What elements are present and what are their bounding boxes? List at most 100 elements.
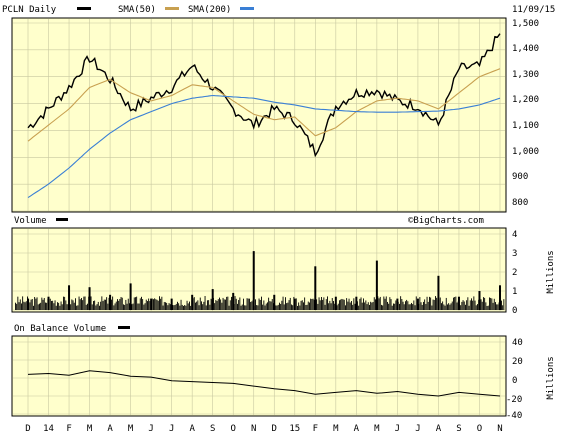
volume-bar-daily bbox=[263, 300, 265, 310]
x-tick-label: A bbox=[189, 424, 195, 434]
volume-bar-daily bbox=[481, 301, 483, 310]
volume-bar-daily bbox=[103, 299, 105, 310]
volume-bar-daily bbox=[205, 305, 207, 310]
volume-bar-daily bbox=[199, 297, 201, 310]
volume-bar-daily bbox=[179, 305, 181, 310]
volume-bar-daily bbox=[295, 298, 297, 310]
volume-bar-daily bbox=[15, 302, 16, 310]
volume-tick: 3 bbox=[512, 249, 517, 259]
volume-bar-daily bbox=[363, 298, 364, 310]
volume-bar-daily bbox=[219, 297, 220, 310]
volume-bar-daily bbox=[240, 305, 242, 310]
volume-bar-daily bbox=[118, 300, 120, 310]
volume-bar-daily bbox=[209, 304, 211, 310]
volume-bar-daily bbox=[420, 302, 422, 310]
obv-tick: 0 bbox=[512, 376, 517, 386]
volume-tick: 0 bbox=[512, 306, 517, 316]
volume-bar-daily bbox=[403, 304, 405, 310]
volume-bar-daily bbox=[29, 302, 31, 310]
volume-bar-daily bbox=[371, 302, 373, 310]
volume-bar bbox=[499, 285, 501, 310]
volume-bar-daily bbox=[131, 304, 133, 310]
sma200-line bbox=[27, 94, 501, 199]
volume-bar bbox=[478, 291, 481, 310]
volume-bar-daily bbox=[154, 298, 156, 310]
x-tick-label: J bbox=[148, 424, 153, 434]
volume-bar-daily bbox=[301, 300, 303, 310]
volume-bar-daily bbox=[336, 305, 338, 310]
volume-bar-daily bbox=[477, 304, 478, 310]
volume-bar-daily bbox=[390, 299, 392, 310]
volume-bar-daily bbox=[237, 303, 238, 310]
volume-bar-daily bbox=[389, 297, 391, 310]
volume-bar-daily bbox=[49, 298, 51, 310]
volume-bar-daily bbox=[192, 298, 194, 310]
volume-bar-daily bbox=[201, 301, 202, 310]
volume-bar-daily bbox=[16, 303, 18, 310]
volume-bar-daily bbox=[400, 296, 402, 310]
volume-bar-daily bbox=[196, 301, 198, 310]
volume-bar-daily bbox=[411, 302, 412, 310]
obv-panel bbox=[11, 335, 507, 417]
volume-bar-daily bbox=[377, 296, 379, 310]
volume-bar-daily bbox=[305, 304, 307, 310]
volume-bar-daily bbox=[379, 296, 381, 310]
volume-bar-daily bbox=[397, 301, 399, 310]
volume-bar-daily bbox=[503, 299, 505, 310]
volume-bar-daily bbox=[421, 304, 423, 310]
volume-bar-daily bbox=[369, 304, 370, 310]
volume-bar-daily bbox=[489, 297, 490, 310]
volume-bar-daily bbox=[259, 299, 261, 310]
volume-tick: 2 bbox=[512, 268, 517, 278]
volume-bar-daily bbox=[21, 303, 22, 310]
volume-bar-daily bbox=[407, 301, 409, 310]
volume-bar-daily bbox=[163, 301, 165, 310]
volume-bar-daily bbox=[435, 296, 436, 310]
volume-bar-daily bbox=[456, 302, 458, 310]
volume-bar-daily bbox=[463, 301, 465, 310]
volume-bar-daily bbox=[409, 304, 411, 310]
volume-bar-daily bbox=[300, 300, 302, 310]
price-panel bbox=[11, 17, 507, 213]
volume-bar-daily bbox=[165, 302, 166, 310]
volume-bar-daily bbox=[245, 305, 247, 310]
volume-bar-daily bbox=[127, 298, 129, 310]
volume-bar-daily bbox=[330, 303, 332, 310]
volume-bar-daily bbox=[210, 298, 212, 310]
volume-bar-daily bbox=[492, 302, 494, 310]
volume-bar-daily bbox=[384, 298, 386, 310]
x-tick-label: F bbox=[66, 424, 71, 434]
volume-bar-daily bbox=[243, 298, 244, 310]
volume-bar-daily bbox=[490, 297, 492, 310]
volume-bar-daily bbox=[274, 303, 276, 310]
volume-bar-daily bbox=[151, 298, 153, 310]
sma50-label: SMA(50) bbox=[118, 5, 156, 15]
volume-bar bbox=[232, 292, 235, 310]
volume-bar-daily bbox=[177, 301, 178, 310]
volume-bar-daily bbox=[97, 301, 99, 310]
volume-bar-daily bbox=[367, 302, 369, 310]
volume-bar-daily bbox=[28, 298, 30, 310]
volume-bar-daily bbox=[412, 304, 414, 310]
volume-bar-daily bbox=[414, 305, 416, 310]
volume-bar-daily bbox=[348, 298, 350, 310]
volume-bar-daily bbox=[475, 305, 477, 310]
volume-bar-daily bbox=[169, 304, 171, 310]
volume-bar-daily bbox=[155, 299, 157, 310]
volume-bar-daily bbox=[162, 305, 164, 310]
volume-bar-daily bbox=[79, 299, 81, 310]
volume-bar-daily bbox=[93, 301, 94, 310]
volume-bar-daily bbox=[349, 302, 351, 310]
ticker-label: PCLN Daily bbox=[2, 5, 57, 15]
volume-bar-daily bbox=[343, 299, 345, 310]
volume-bar-daily bbox=[197, 300, 199, 310]
volume-bar-daily bbox=[234, 296, 236, 310]
volume-bar-daily bbox=[221, 302, 223, 310]
volume-bar-daily bbox=[351, 301, 352, 310]
volume-bar-daily bbox=[33, 305, 34, 310]
volume-bar-daily bbox=[157, 300, 159, 310]
volume-bar-daily bbox=[211, 299, 213, 310]
x-tick-label: S bbox=[456, 424, 461, 434]
volume-bar-daily bbox=[78, 296, 80, 310]
volume-bar-daily bbox=[366, 304, 368, 310]
